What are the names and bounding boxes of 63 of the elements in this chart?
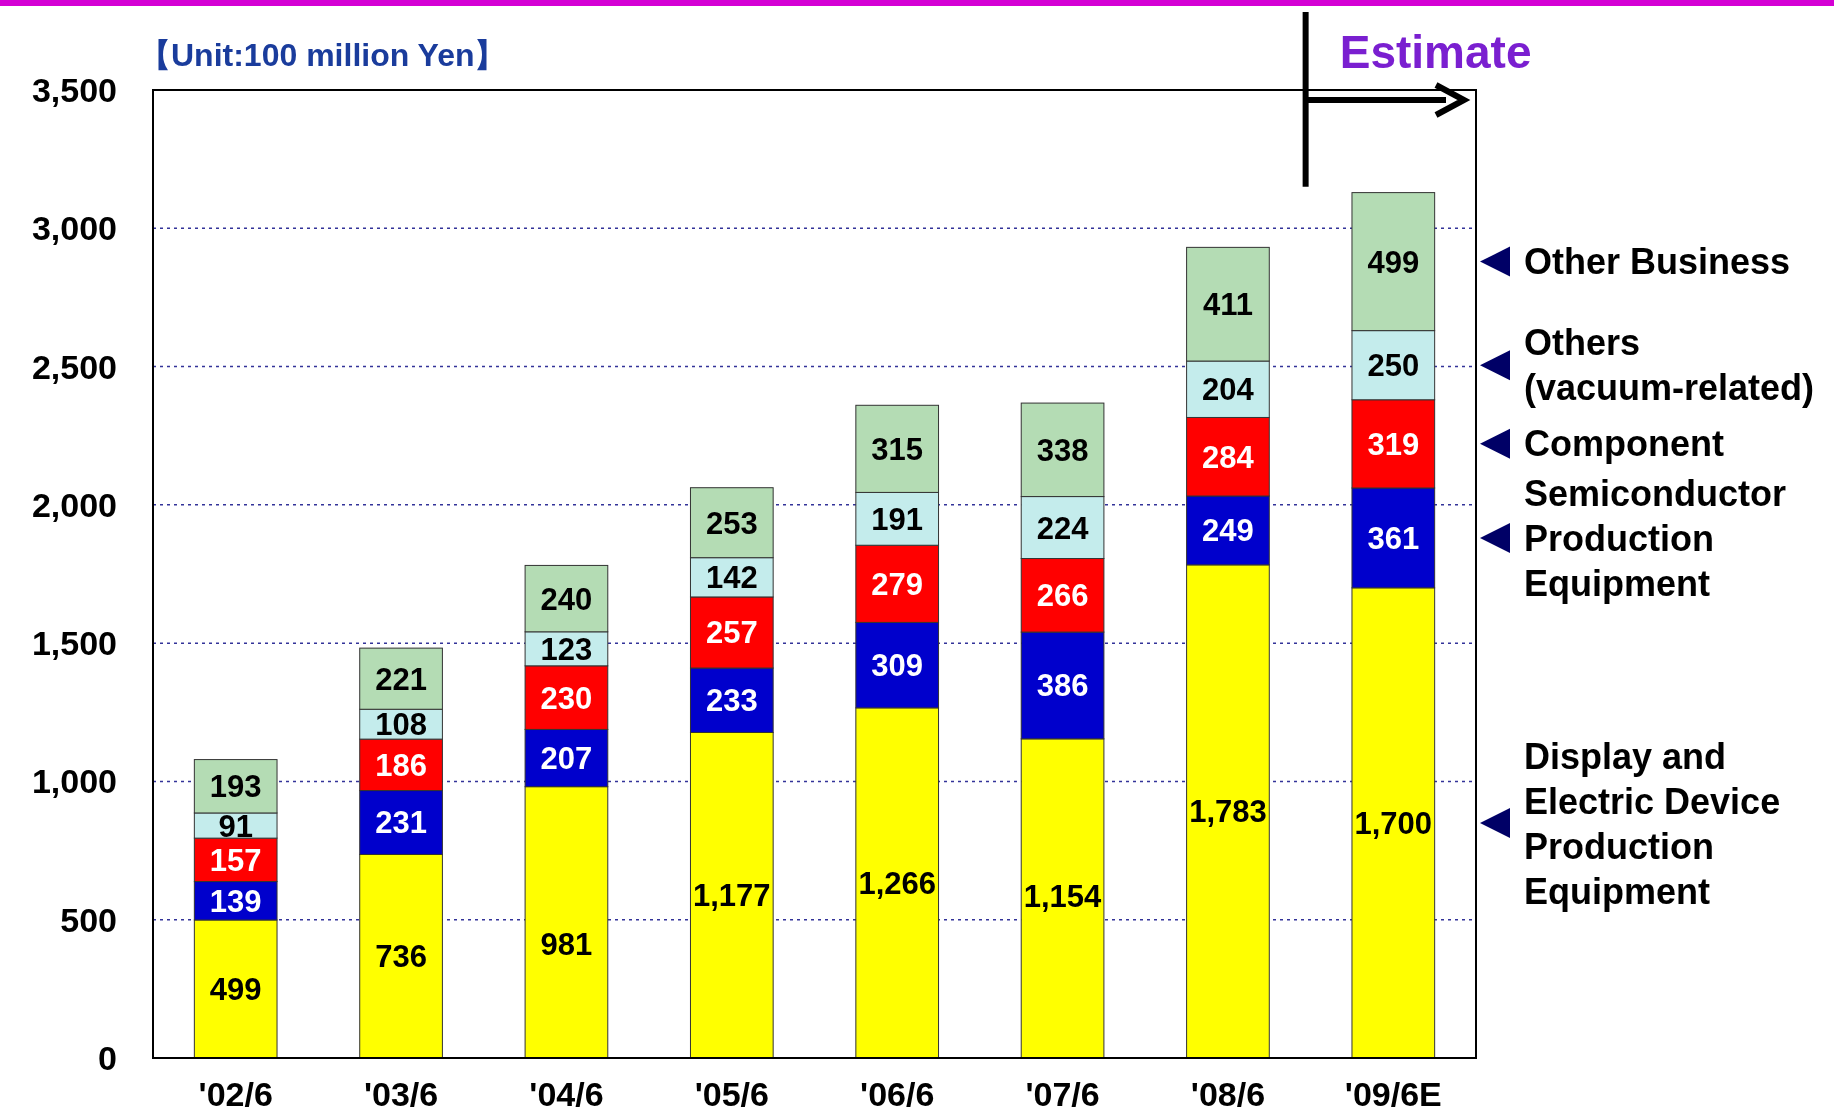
- data-label: 266: [1036, 578, 1089, 614]
- data-label: 186: [375, 747, 427, 783]
- data-label: 230: [540, 680, 593, 716]
- data-label: 142: [705, 560, 758, 596]
- x-tick-label: '08/6: [1190, 1075, 1266, 1113]
- y-tick-label: 1,000: [31, 762, 117, 801]
- data-label: 315: [871, 431, 924, 467]
- data-label: 736: [375, 939, 427, 975]
- data-label: 123: [540, 631, 593, 667]
- data-label: 361: [1367, 520, 1420, 556]
- data-label: 1,700: [1354, 805, 1433, 841]
- x-tick-label: '05/6: [694, 1075, 769, 1113]
- y-tick-label: 500: [60, 900, 117, 939]
- x-tick-label: '07/6: [1025, 1075, 1100, 1113]
- data-label: 191: [871, 501, 924, 537]
- x-tick-label: '02/6: [198, 1075, 273, 1113]
- data-label: 279: [871, 566, 924, 602]
- data-label: 284: [1202, 439, 1255, 475]
- data-label: 253: [705, 505, 758, 541]
- data-label: 1,266: [858, 865, 936, 901]
- y-tick-label: 1,500: [31, 624, 117, 663]
- data-label: 193: [209, 769, 262, 805]
- y-tick-label: 3,000: [31, 209, 117, 248]
- data-label: 319: [1367, 426, 1420, 462]
- x-tick-label: '09/6E: [1344, 1075, 1442, 1113]
- text: Semiconductor Production Equipment: [1524, 472, 1787, 604]
- y-tick-label: 0: [98, 1039, 117, 1077]
- data-label: 221: [375, 661, 427, 697]
- x-tick-label: '03/6: [363, 1075, 439, 1113]
- data-label: 499: [1367, 244, 1420, 280]
- data-label: 157: [209, 842, 262, 878]
- data-label: 139: [209, 883, 262, 919]
- text: Others (vacuum-related): [1524, 322, 1815, 409]
- data-label: 309: [871, 648, 924, 684]
- data-label: 204: [1202, 372, 1255, 408]
- x-tick-label: '04/6: [529, 1075, 604, 1113]
- y-tick-label: 2,000: [31, 485, 117, 524]
- data-label: 250: [1367, 348, 1420, 384]
- data-label: 1,154: [1023, 878, 1103, 914]
- text: Display and Electric Device Production Equipment: [1524, 735, 1781, 912]
- y-tick-label: 3,500: [31, 71, 117, 109]
- data-label: 338: [1036, 432, 1089, 468]
- data-label: 224: [1036, 510, 1090, 546]
- data-label: 108: [375, 707, 427, 743]
- text: 【Unit:100 million Yen】: [139, 37, 507, 73]
- data-label: 1,177: [693, 878, 771, 914]
- data-label: 249: [1202, 513, 1254, 549]
- data-label: 207: [540, 741, 593, 777]
- data-label: 1,783: [1189, 794, 1267, 830]
- text: Estimate: [1339, 26, 1532, 78]
- text: Other Business: [1524, 240, 1791, 282]
- data-label: 233: [705, 683, 758, 719]
- data-label: 499: [209, 972, 262, 1007]
- data-label: 240: [540, 581, 593, 617]
- data-label: 411: [1202, 287, 1253, 323]
- data-label: 981: [540, 926, 593, 962]
- data-label: 386: [1036, 668, 1089, 704]
- data-label: 257: [705, 615, 758, 651]
- y-tick-label: 2,500: [31, 347, 117, 386]
- data-label: 91: [218, 808, 253, 844]
- data-label: 231: [375, 805, 427, 841]
- text: Component: [1524, 422, 1724, 464]
- x-tick-label: '06/6: [860, 1075, 935, 1113]
